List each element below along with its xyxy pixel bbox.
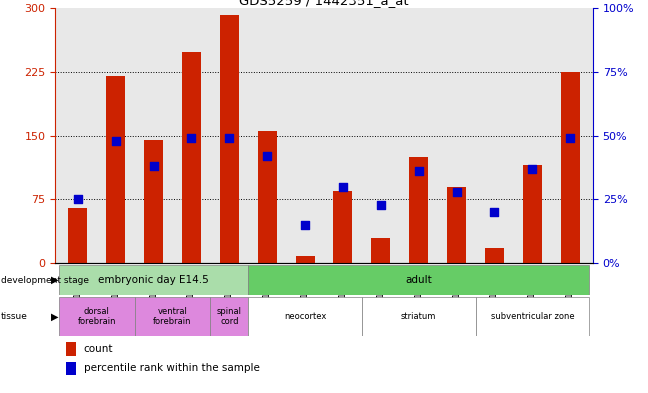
Text: percentile rank within the sample: percentile rank within the sample [84,364,259,373]
Text: dorsal
forebrain: dorsal forebrain [78,307,116,326]
Text: development stage: development stage [1,275,89,285]
Bar [248,297,362,336]
Point [452,189,462,195]
Bar [258,131,277,263]
Bar [410,157,428,263]
Bar [211,297,248,336]
Point [111,138,121,144]
Text: adult: adult [405,275,432,285]
Point [148,163,159,169]
Bar [144,140,163,263]
Text: embryonic day E14.5: embryonic day E14.5 [98,275,209,285]
Bar [220,15,238,263]
Bar [106,76,125,263]
Point [376,201,386,208]
Point [527,166,537,172]
Text: tissue: tissue [1,312,27,321]
Point [186,135,196,141]
Bar [561,72,580,263]
Text: ▶: ▶ [51,275,59,285]
Bar [362,297,476,336]
Bar [371,238,390,263]
Point [565,135,575,141]
Bar [447,187,466,263]
Bar [295,257,314,263]
Bar [135,297,211,336]
Point [338,184,348,190]
Title: GDS5259 / 1442351_a_at: GDS5259 / 1442351_a_at [239,0,409,7]
Point [300,222,310,228]
Text: ventral
forebrain: ventral forebrain [153,307,192,326]
Bar [59,265,248,295]
Bar [523,165,542,263]
Point [262,153,272,159]
Text: spinal
cord: spinal cord [217,307,242,326]
Bar [182,52,201,263]
Bar [334,191,353,263]
Bar [68,208,87,263]
Point [489,209,500,215]
Bar [476,297,589,336]
Bar [59,297,135,336]
Bar [485,248,504,263]
Bar [248,265,589,295]
Text: neocortex: neocortex [284,312,326,321]
Text: ▶: ▶ [51,311,59,321]
Point [73,196,83,203]
Point [224,135,235,141]
Point [413,168,424,174]
Text: striatum: striatum [401,312,436,321]
Bar [66,342,76,356]
Text: subventricular zone: subventricular zone [491,312,574,321]
Bar [66,362,76,375]
Text: count: count [84,344,113,354]
